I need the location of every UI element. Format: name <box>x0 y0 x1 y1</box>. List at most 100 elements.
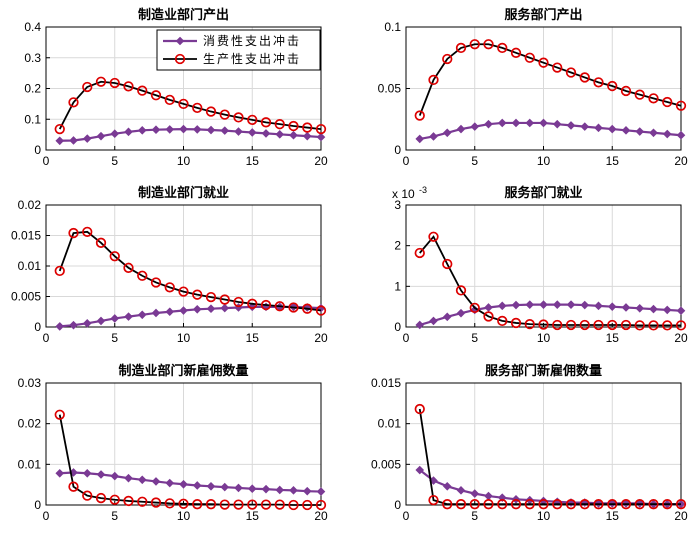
circle-point <box>82 226 93 237</box>
diamond-point <box>179 306 188 315</box>
x-tick-label: 10 <box>537 154 551 168</box>
diamond-point <box>580 122 590 131</box>
diamond-point <box>261 129 271 138</box>
diamond-point <box>124 312 133 321</box>
circle-point <box>497 499 508 510</box>
circle-point <box>538 57 549 68</box>
y-tick-label: 0.015 <box>371 376 401 390</box>
circle-point <box>428 494 439 506</box>
circle-point <box>455 285 467 296</box>
y-tick-label: 0.01 <box>18 259 42 273</box>
circle-point <box>260 299 272 311</box>
diamond-point <box>525 118 535 128</box>
x-tick-label: 0 <box>403 509 410 523</box>
circle-point <box>192 102 203 114</box>
diamond-point <box>124 473 133 483</box>
y-tick-label: 1 <box>394 279 401 293</box>
circle-point <box>164 498 175 509</box>
diamond-point <box>302 131 312 141</box>
circle-point <box>302 499 313 511</box>
circle-point <box>634 89 645 100</box>
diamond-point <box>247 302 257 312</box>
diamond-point <box>442 481 452 491</box>
chart-title: 服务部门产出 <box>504 7 582 23</box>
diamond-point <box>165 478 175 488</box>
diamond-point <box>415 320 425 330</box>
circle-point <box>315 499 327 511</box>
x-tick-label: 0 <box>403 331 410 345</box>
diamond-point <box>69 136 78 145</box>
diamond-point <box>192 481 202 490</box>
diamond-point <box>192 305 202 314</box>
diamond-point <box>82 468 92 478</box>
circle-point <box>442 53 453 65</box>
diamond-point <box>662 305 672 315</box>
y-tick-label: 0 <box>394 498 401 512</box>
diamond-point <box>151 477 161 486</box>
circle-point <box>483 39 494 50</box>
y-tick-label: 0.01 <box>18 457 42 471</box>
y-tick-label: 0.03 <box>18 376 42 390</box>
y-tick-label: 0 <box>34 143 41 157</box>
diamond-point <box>137 475 147 485</box>
diamond-point <box>234 483 243 493</box>
diamond-point <box>539 300 548 309</box>
circle-point <box>469 302 480 314</box>
diamond-point <box>316 487 326 496</box>
circle-point <box>607 319 618 331</box>
x-tick-label: 15 <box>246 509 260 523</box>
circle-point <box>579 499 590 510</box>
diamond-point <box>247 484 257 494</box>
legend-box <box>156 29 321 71</box>
circle-point <box>607 80 618 92</box>
circle-point <box>538 499 549 510</box>
circle-point <box>442 258 453 270</box>
x-tick-label: 0 <box>43 331 50 345</box>
circle-point <box>428 231 439 242</box>
chart-panel-1: 0 5 10 15 20 0 0.1 0.2 0.3 0.4 制造业部门产出消费性支出冲击生产性支出… <box>24 7 328 168</box>
y-tick-label: 0.05 <box>378 82 402 96</box>
diamond-point <box>165 307 175 317</box>
circle-point <box>150 497 162 508</box>
x-tick-label: 0 <box>43 509 50 523</box>
circle-point <box>274 301 285 312</box>
diamond-point <box>649 128 658 138</box>
circle-point <box>302 122 313 133</box>
chart-title: 服务部门就业 <box>504 185 582 201</box>
circle-point <box>68 97 79 108</box>
diamond-point <box>192 125 202 134</box>
diamond-point <box>275 130 285 139</box>
circle-point <box>414 110 425 121</box>
circle-point <box>274 499 285 510</box>
chart-title: 制造业部门产出 <box>138 7 229 23</box>
x-tick-label: 0 <box>403 154 410 168</box>
diamond-point <box>110 471 120 481</box>
circle-point <box>593 319 604 331</box>
diamond-point <box>96 470 106 479</box>
diamond-point <box>55 322 65 331</box>
circle-point <box>233 499 244 510</box>
circle-point <box>123 81 134 92</box>
diamond-point <box>124 127 133 137</box>
diamond-point <box>206 304 216 314</box>
y-tick-label: 0.1 <box>384 20 401 34</box>
y-tick-label: 0.005 <box>371 457 401 471</box>
diamond-point <box>676 130 686 140</box>
chart-panel-5: 0 5 10 15 20 0 0.01 0.02 0.03 制造业部门新雇佣数量 <box>18 363 328 523</box>
circle-point <box>123 495 134 507</box>
diamond-point <box>165 125 175 134</box>
circle-point <box>414 403 425 415</box>
circle-point <box>247 298 258 309</box>
circle-point <box>260 499 272 510</box>
circle-point <box>219 499 230 510</box>
x-tick-label: 10 <box>177 154 191 168</box>
diamond-point <box>552 119 562 129</box>
circle-point <box>288 302 299 313</box>
x-tick-label: 15 <box>606 509 620 523</box>
diamond-point <box>302 486 312 496</box>
series-consumption-shock <box>55 124 326 146</box>
circle-point <box>233 112 244 123</box>
diamond-point <box>179 479 188 489</box>
y-tick-label: 0.4 <box>24 20 41 34</box>
x-tick-label: 5 <box>111 331 118 345</box>
